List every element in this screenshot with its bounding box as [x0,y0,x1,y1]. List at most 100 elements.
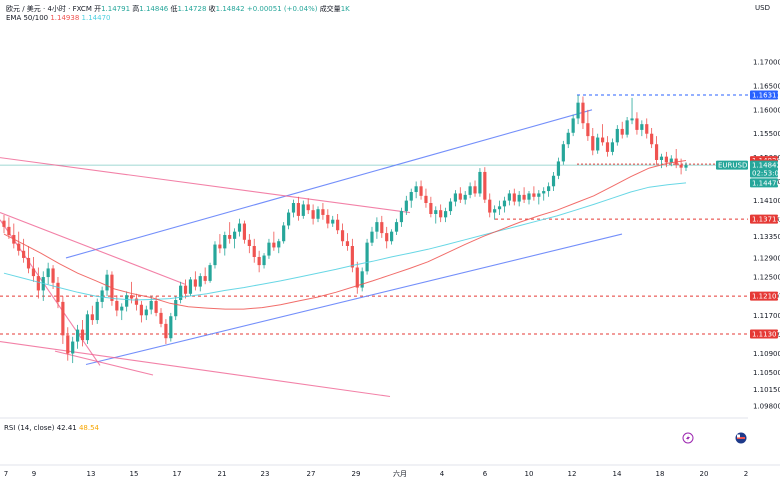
candle-body [267,242,271,256]
candle-body [679,164,683,168]
price-label-bg [750,90,778,100]
high-value: 1.14846 [139,5,169,13]
rsi-header[interactable]: RSI (14, close) 42.41 48.54 [4,424,99,432]
price-tick-label: 1.16500 [753,82,780,90]
ema100-value: 1.14470 [81,14,111,22]
price-label-bg [716,160,748,170]
price-axis-label: 1.16311 [750,90,780,100]
candle-body [439,210,443,218]
candle-body [630,118,634,121]
candle-body [566,132,570,145]
candle-body [174,299,178,317]
candle-body [502,200,507,207]
candle-body [586,123,590,137]
ema50-line [3,160,687,310]
candle-body [2,220,6,227]
candle-body [213,244,217,266]
candle-body [522,194,526,200]
candle-body [365,242,369,272]
price-label-bg [750,160,778,170]
time-tick-label: 23 [261,470,270,478]
price-axis-bg [748,0,780,481]
volume-value: 1K [340,5,350,13]
candle-body [301,204,305,216]
candle-body [105,274,109,291]
candle-body [556,161,561,176]
candle-body [551,175,556,187]
candle-body [399,211,404,223]
price-tick-label: 1.12900 [753,254,780,262]
candle-body [645,124,649,134]
ema-label: EMA 50/100 [6,14,49,22]
candle-body [605,142,610,152]
flash-icon [682,432,694,444]
candle-body [277,241,281,248]
price-label-text: 02:53:08 [752,169,780,177]
candle-body [291,203,296,213]
price-label-text: 1.13713 [752,216,780,224]
symbol-name: 欧元 / 美元 · 4小时 · FXCM [6,5,92,13]
candle-body [26,257,31,269]
candle-body [547,186,551,192]
candle-body [650,133,654,145]
candle-body [537,193,541,197]
candle-body [71,341,75,354]
price-axis-label: 1.11307 [750,329,780,339]
candle-body [46,268,50,278]
time-tick-label: 27 [307,470,316,478]
candle-body [159,312,163,324]
candle-body [17,243,21,251]
candle-body [409,192,413,201]
candle-body [247,239,251,246]
price-tick-label: 1.10500 [753,369,780,377]
volume-label: 成交量 [319,5,341,13]
time-tick-label: 17 [173,470,182,478]
candle-body [684,165,688,168]
price-axis-label: 1.14470 [750,178,780,188]
price-axis-label: 1.14842 [750,160,780,170]
candle-body [31,268,36,277]
price-tick-label: 1.16000 [753,106,780,114]
candle-body [129,295,134,299]
time-tick-label: 9 [32,470,36,478]
candle-body [468,186,472,195]
candle-body [149,300,153,310]
price-tick-label: 1.17000 [753,59,780,67]
close-label: 收 [208,5,216,13]
candle-body [331,219,335,224]
time-tick-label: 13 [87,470,96,478]
candle-body [640,124,644,130]
price-label-text: 1.14842 [752,162,780,170]
currency-label[interactable]: USD [755,4,770,12]
candle-body [625,120,629,135]
candle-body [571,118,575,133]
rsi-value-2: 48.54 [78,424,100,432]
high-label: 高 [132,5,140,13]
candle-body [169,316,173,339]
flag-icon-stripe [737,437,745,439]
candle-body [316,209,320,219]
candle-body [404,200,408,212]
candle-body [115,300,119,311]
candle-body [22,250,26,258]
candle-body [517,194,521,202]
symbol-header: 欧元 / 美元 · 4小时 · FXCM 开1.14791 高1.14846 低… [6,4,350,14]
candle-body [223,235,227,249]
price-tick-label: 1.15500 [753,130,780,138]
candle-body [591,136,595,151]
rsi-label: RSI (14, close) [4,424,55,432]
indicator-header[interactable]: EMA 50/100 1.14938 1.14470 [6,14,110,22]
price-axis-label: EURUSD [716,160,748,170]
candle-body [193,279,197,287]
time-tick-label: 10 [525,470,534,478]
candle-body [7,226,11,236]
candle-body [262,255,266,266]
candle-body [654,144,659,160]
candle-body [478,171,482,194]
price-tick-label: 1.12500 [753,274,780,282]
time-tick-label: 20 [700,470,709,478]
trendline [0,157,411,214]
candle-body [56,282,60,302]
